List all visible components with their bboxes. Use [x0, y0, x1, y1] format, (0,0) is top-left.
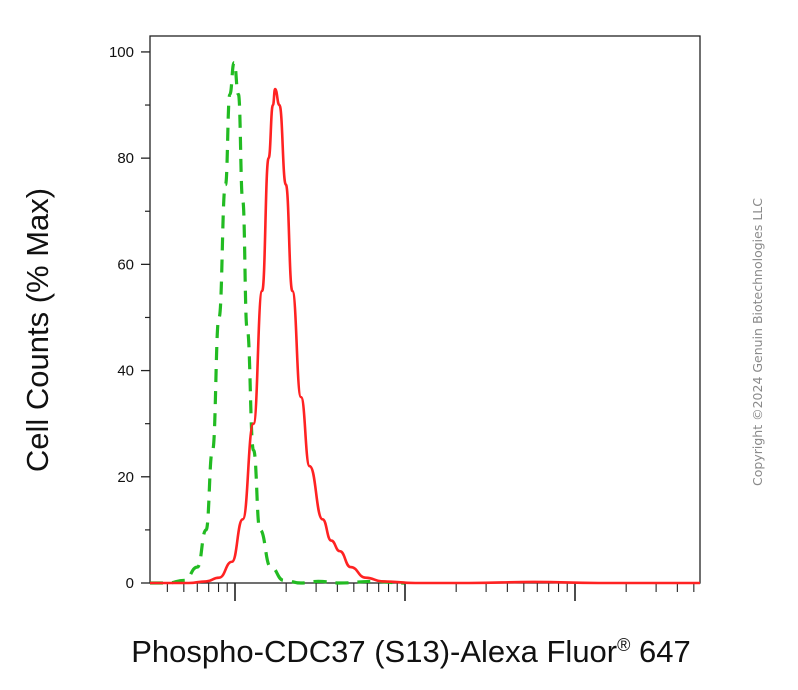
y-axis-title: Cell Counts (% Max) — [20, 188, 55, 472]
y-tick-label: 80 — [117, 150, 134, 167]
copyright-watermark: Copyright ©2024 Genuin Biotechnologies L… — [750, 198, 765, 486]
x-axis-title-main: Phospho-CDC37 (S13)-Alexa Fluor — [131, 634, 617, 669]
y-axis: 0 20 40 60 80 100 — [109, 44, 150, 592]
x-axis-title-suffix: 647 — [630, 634, 690, 669]
x-axis-title: Phospho-CDC37 (S13)-Alexa Fluor® 647 — [131, 634, 690, 669]
stained-series-line — [150, 87, 700, 585]
x-axis-title-registered-mark: ® — [617, 635, 630, 655]
y-tick-label: 40 — [117, 363, 134, 380]
x-axis — [166, 583, 695, 601]
plot-border — [149, 35, 701, 584]
y-tick-label: 60 — [117, 256, 134, 273]
plot-frame — [149, 35, 701, 584]
y-tick-label: 0 — [126, 575, 134, 592]
y-tick-label: 100 — [109, 44, 134, 61]
y-tick-label: 20 — [117, 469, 134, 486]
series-layer — [150, 60, 700, 585]
control-series-line — [150, 60, 405, 585]
